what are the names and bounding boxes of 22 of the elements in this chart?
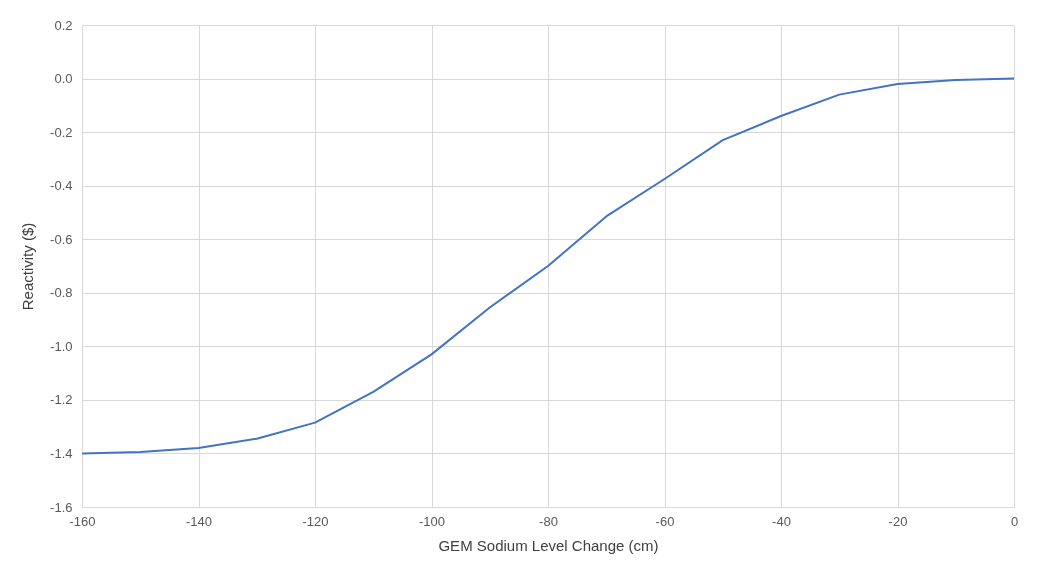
y-tick-label: -0.8 [50,285,73,301]
y-tick-label: -0.6 [50,231,73,247]
y-tick-label: -1.2 [50,392,73,408]
y-tick-label: 0.0 [54,71,73,87]
y-tick-label: -1.4 [50,445,73,461]
x-tick-label: -60 [655,513,675,529]
y-tick-label: -1.6 [50,499,73,515]
x-tick-label: -40 [772,513,791,529]
x-tick-label: -80 [539,513,558,529]
x-tick-label: -120 [302,513,329,529]
x-tick-label: -100 [418,513,446,529]
y-tick-label: -0.4 [50,178,73,194]
y-tick-label: 0.2 [54,17,73,33]
x-axis-title: GEM Sodium Level Change (cm) [438,536,659,554]
line-series [81,77,1015,455]
x-tick-label: 0 [1010,513,1019,529]
x-tick-label: -160 [69,513,96,529]
x-tick-label: -20 [888,513,908,529]
y-tick-label: -1.0 [50,338,73,354]
x-tick-label: -140 [185,513,213,529]
y-tick-label: -0.2 [50,124,73,140]
y-axis-title: Reactivity ($) [19,222,37,311]
